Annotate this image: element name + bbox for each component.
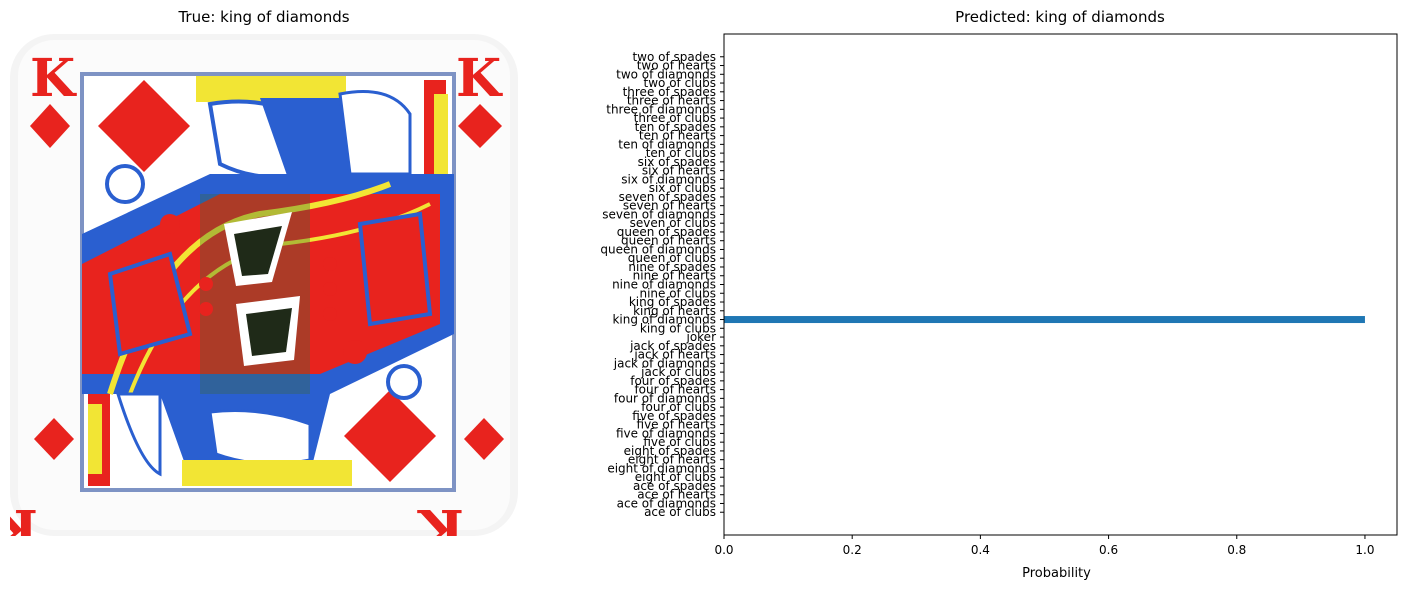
svg-text:K: K [456,48,503,109]
y-tick-label: three of hearts [627,94,716,108]
y-tick-label: queen of hearts [621,234,716,248]
y-tick-label: eight of hearts [628,453,716,467]
y-tick-label: four of diamonds [614,391,716,405]
y-tick-label: queen of clubs [628,251,716,265]
y-tick-label: four of spades [630,374,716,388]
y-tick-label: king of clubs [640,321,716,335]
y-tick-label: ace of clubs [644,505,716,519]
y-tick-label: three of diamonds [606,102,716,116]
x-tick-label: 0.6 [1099,543,1118,557]
x-tick-label: 0.4 [971,543,990,557]
y-tick-label: seven of spades [619,190,716,204]
y-tick-label: eight of clubs [635,470,716,484]
y-tick-label: ten of diamonds [618,137,716,151]
y-tick-label: five of clubs [643,435,716,449]
image-title: True: king of diamonds [178,8,350,26]
y-tick-label: ace of spades [633,479,716,493]
y-tick-label: king of hearts [633,304,716,318]
y-tick-label: king of diamonds [612,313,716,327]
y-tick-label: four of hearts [634,383,716,397]
y-tick-label: seven of clubs [630,216,716,230]
x-tick-label: 0.0 [714,543,733,557]
x-axis-label: Probability [1022,566,1091,581]
bar [724,316,1365,324]
x-tick-label: 0.8 [1227,543,1246,557]
y-tick-label: three of clubs [634,111,716,125]
y-tick-label: three of spades [623,85,716,99]
svg-text:K: K [30,48,77,109]
y-tick-label: king of spades [629,295,716,309]
y-tick-label: two of spades [632,50,716,64]
y-tick-label: ten of spades [635,120,716,134]
chart-title: Predicted: king of diamonds [955,8,1165,26]
y-tick-label: five of hearts [637,418,716,432]
y-tick-label: queen of spades [617,225,716,239]
y-tick-label: jack of diamonds [613,356,716,370]
y-tick-label: six of hearts [642,164,716,178]
y-tick-label: six of diamonds [621,172,716,186]
y-tick-label: six of clubs [649,181,716,195]
y-tick-label: nine of diamonds [612,278,716,292]
axes-frame [723,33,1398,536]
y-tick-label: ten of hearts [639,129,716,143]
y-tick-label: nine of hearts [633,269,716,283]
y-tick-label: seven of diamonds [602,207,716,221]
y-tick-label: jack of clubs [640,365,716,379]
y-tick-label: nine of spades [628,260,716,274]
x-tick-label: 0.2 [843,543,862,557]
king-of-diamonds-card-image: K K K K [0,34,518,558]
y-tick-label: five of spades [632,409,716,423]
y-tick-label: eight of diamonds [607,461,716,475]
x-tick-label: 1.0 [1355,543,1374,557]
y-tick-label: two of diamonds [616,67,716,81]
card-image: K K K K [0,34,518,558]
y-tick-label: six of spades [638,155,716,169]
y-tick-label: four of clubs [641,400,716,414]
y-tick-label: two of clubs [644,76,716,90]
y-tick-label: two of hearts [637,59,716,73]
y-tick-label: jack of spades [629,339,716,353]
y-tick-label: nine of clubs [639,286,716,300]
y-tick-label: joker [685,330,716,344]
y-tick-label: five of diamonds [616,426,716,440]
y-tick-label: ace of diamonds [617,496,716,510]
y-tick-label: jack of hearts [633,348,716,362]
y-tick-label: seven of hearts [623,199,716,213]
y-tick-label: ten of clubs [646,146,716,160]
y-tick-label: queen of diamonds [600,242,716,256]
y-tick-label: ace of hearts [637,488,716,502]
y-tick-label: eight of spades [624,444,716,458]
